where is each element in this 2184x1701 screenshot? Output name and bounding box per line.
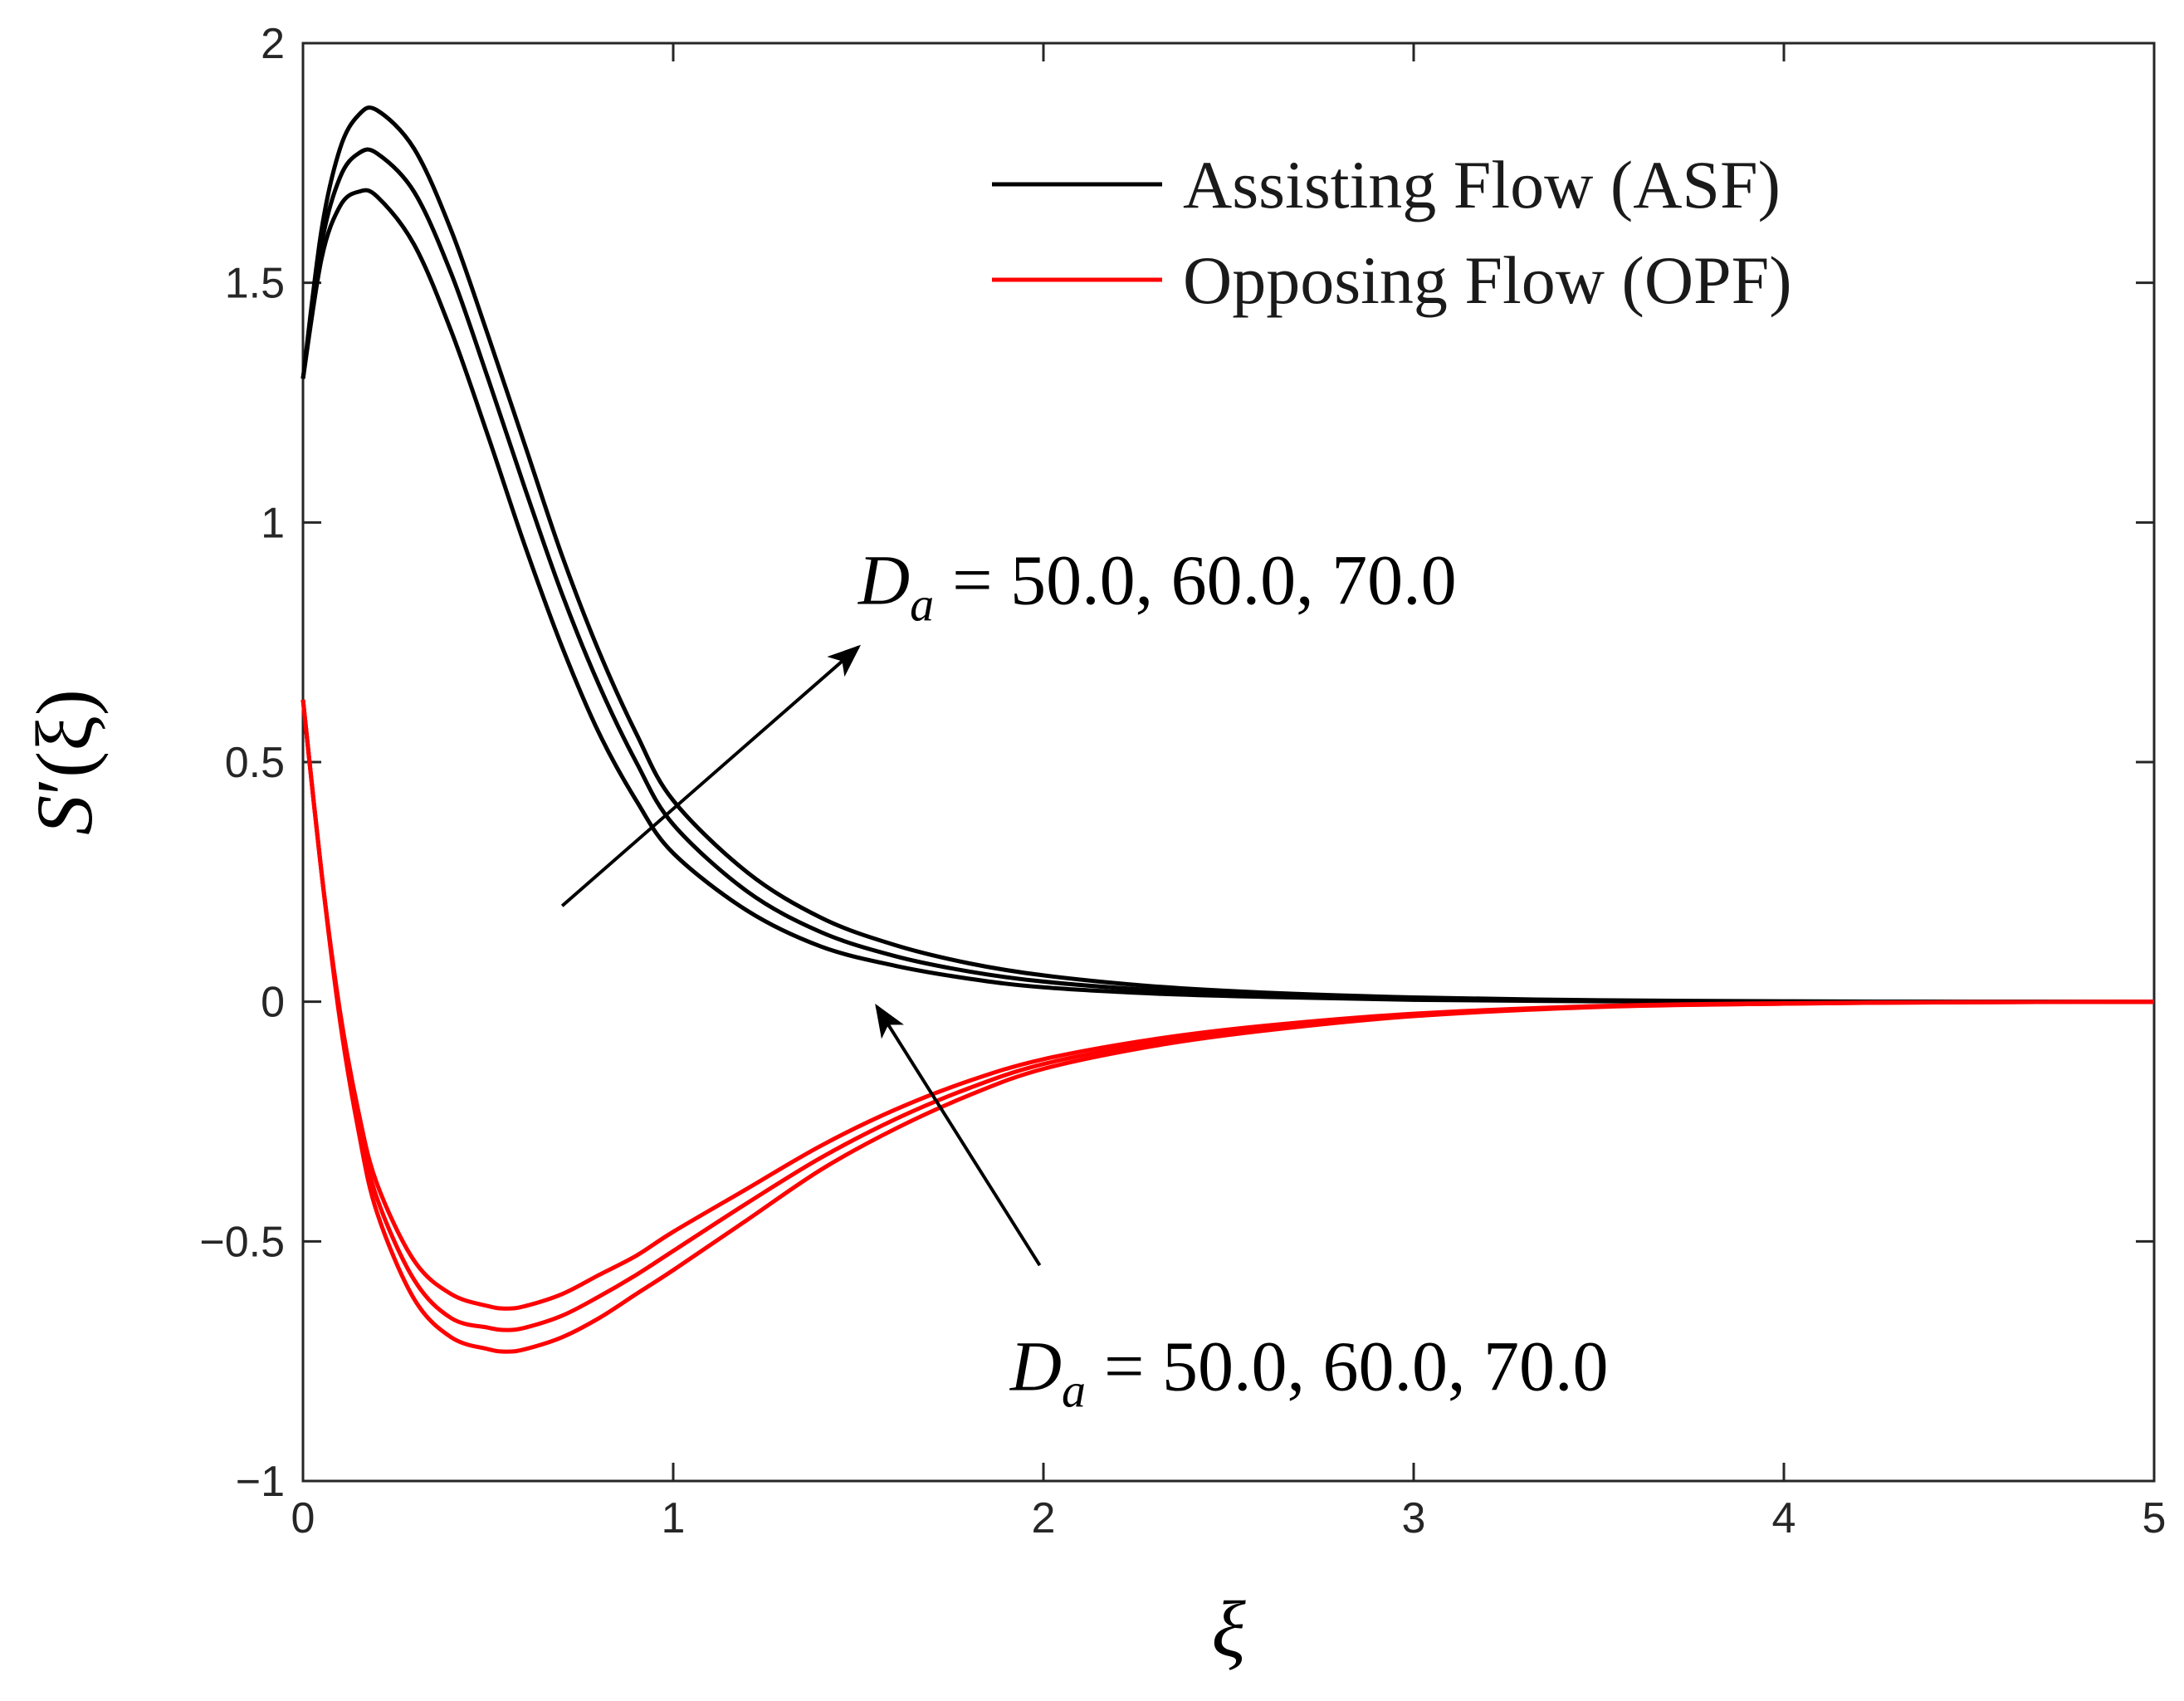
annotation-label-asf: Da = 50.0, 60.0, 70.0 (857, 540, 1457, 631)
annotation-symbol: D (1009, 1326, 1062, 1405)
y-tick-label: −1 (236, 1458, 285, 1506)
y-tick-label: 2 (261, 20, 285, 68)
series-line-opf-da-60-0 (300, 699, 2155, 1332)
annotation-arrow-asf (560, 644, 862, 907)
x-axis-label: ξ (1211, 1585, 1246, 1674)
axis-labels: ξ S′(ξ) (20, 689, 1246, 1674)
annotation-symbol: D (857, 540, 910, 619)
y-tick-label: 0 (261, 979, 285, 1027)
series-line-asf-da-70-0 (300, 105, 2155, 1004)
annotation-subscript: a (910, 577, 934, 631)
y-axis-label-symbol: S (20, 795, 109, 835)
series-line-opf-da-70-0 (300, 699, 2155, 1354)
annotation-value: = 50.0, 60.0, 70.0 (1104, 1326, 1609, 1405)
y-tick-label: 0.5 (225, 739, 285, 787)
annotation-value: = 50.0, 60.0, 70.0 (952, 540, 1457, 619)
x-tick-label: 0 (291, 1494, 315, 1542)
annotation-label-opf: Da = 50.0, 60.0, 70.0 (1009, 1326, 1609, 1417)
legend-label-asf: Assisting Flow (ASF) (1183, 147, 1781, 222)
axes-layer: 0 1 2 3 4 5 −1 −0.5 0 0.5 1 1.5 2 (199, 20, 2166, 1542)
y-axis-label-arg: (ξ) (20, 689, 109, 778)
y-tick-label: 1.5 (225, 260, 285, 308)
legend-label-opf: Opposing Flow (OPF) (1183, 242, 1792, 318)
annotation-arrow-opf (875, 1004, 1042, 1267)
x-tick-label: 2 (1032, 1494, 1056, 1542)
x-tick-label: 4 (1772, 1494, 1796, 1542)
legend: Assisting Flow (ASF) Opposing Flow (OPF) (992, 147, 1792, 318)
annotation-layer: Da = 50.0, 60.0, 70.0 Da = 50.0, 60.0, 70.0 (560, 540, 1609, 1417)
x-tick-label: 3 (1402, 1494, 1426, 1542)
series-layer (300, 105, 2155, 1354)
annotation-subscript: a (1062, 1363, 1086, 1417)
y-axis-label: S′(ξ) (20, 689, 109, 835)
x-tick-label: 5 (2142, 1494, 2167, 1542)
y-axis-label-prime: ′ (20, 778, 109, 795)
x-tick-label: 1 (662, 1494, 686, 1542)
y-tick-label: −0.5 (199, 1218, 285, 1266)
y-tick-label: 1 (261, 499, 285, 547)
